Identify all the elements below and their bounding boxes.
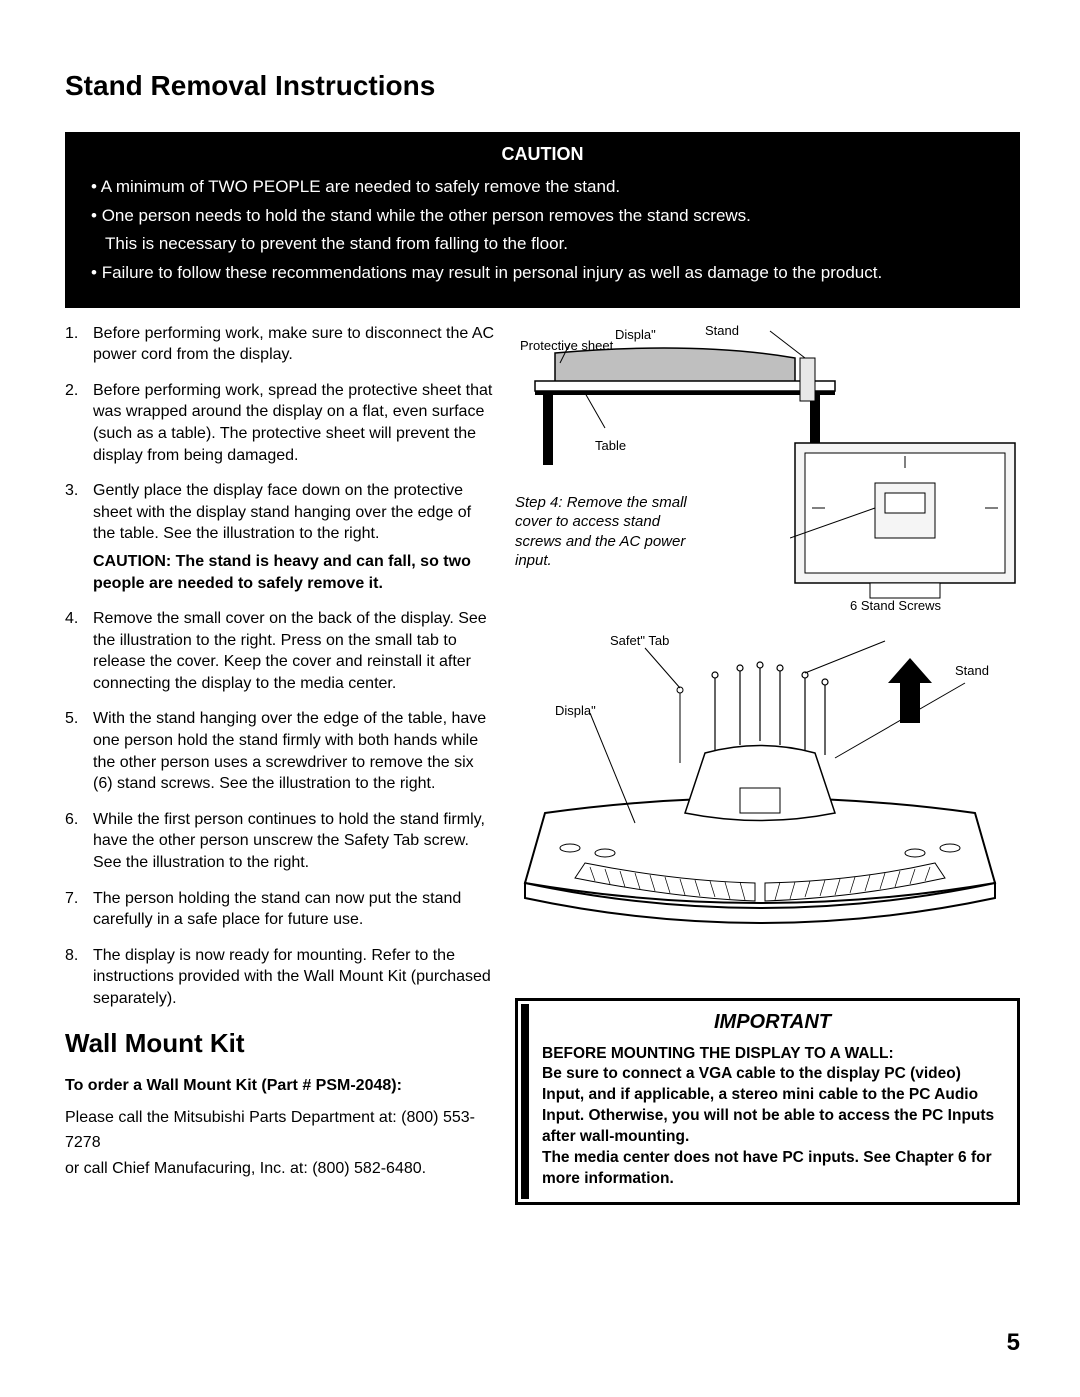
back-panel-diagram: [790, 438, 1020, 603]
instruction-step: While the first person continues to hold…: [65, 809, 497, 874]
label-safety-tab: Safet" Tab: [610, 633, 669, 648]
label-stand: Stand: [705, 323, 739, 338]
page-title: Stand Removal Instructions: [65, 70, 1020, 102]
label-table: Table: [595, 438, 626, 453]
caution-list: A minimum of TWO PEOPLE are needed to sa…: [87, 175, 998, 286]
important-line: The media center does not have PC inputs…: [542, 1149, 992, 1187]
important-line: BEFORE MOUNTING THE DISPLAY TO A WALL:: [542, 1045, 894, 1062]
instruction-step: The display is now ready for mounting. R…: [65, 945, 497, 1010]
instruction-step: Before performing work, make sure to dis…: [65, 323, 497, 366]
important-heading: IMPORTANT: [542, 1011, 1003, 1034]
label-stand2: Stand: [955, 663, 989, 678]
step-caution: CAUTION: The stand is heavy and can fall…: [93, 551, 497, 594]
instruction-step: The person holding the stand can now put…: [65, 888, 497, 931]
caution-item: Failure to follow these recommendations …: [87, 261, 998, 286]
important-box: IMPORTANT BEFORE MOUNTING THE DISPLAY TO…: [515, 998, 1020, 1205]
instruction-step: Remove the small cover on the back of th…: [65, 608, 497, 694]
diagram-area: Protective sheet Displa" Stand Table Ste…: [515, 323, 1020, 973]
important-body: Be sure to connect a VGA cable to the di…: [542, 1065, 994, 1145]
caution-subline: This is necessary to prevent the stand f…: [87, 232, 998, 257]
order-line: To order a Wall Mount Kit (Part # PSM-20…: [65, 1077, 497, 1095]
caution-item: A minimum of TWO PEOPLE are needed to sa…: [87, 175, 998, 200]
label-protective-sheet: Protective sheet: [520, 338, 613, 353]
order-text: Please call the Mitsubishi Parts Departm…: [65, 1105, 497, 1156]
instruction-step: Before performing work, spread the prote…: [65, 380, 497, 466]
instruction-step: Gently place the display face down on th…: [65, 480, 497, 594]
wall-mount-heading: Wall Mount Kit: [65, 1028, 497, 1059]
page-number: 5: [1007, 1329, 1020, 1357]
label-display: Displa": [615, 327, 656, 342]
caution-item: One person needs to hold the stand while…: [87, 204, 998, 229]
label-display2: Displa": [555, 703, 596, 718]
order-text: or call Chief Manufacuring, Inc. at: (80…: [65, 1156, 497, 1182]
caution-box: CAUTION A minimum of TWO PEOPLE are need…: [65, 132, 1020, 308]
step-text: Gently place the display face down on th…: [93, 482, 471, 542]
instruction-step: With the stand hanging over the edge of …: [65, 708, 497, 794]
label-stand-screws: 6 Stand Screws: [850, 598, 941, 613]
step4-caption: Step 4: Remove the small cover to access…: [515, 493, 695, 571]
stand-removal-diagram: [505, 623, 1015, 953]
caution-heading: CAUTION: [87, 144, 998, 165]
instruction-list: Before performing work, make sure to dis…: [65, 323, 497, 1010]
important-text: BEFORE MOUNTING THE DISPLAY TO A WALL: B…: [542, 1044, 1003, 1190]
